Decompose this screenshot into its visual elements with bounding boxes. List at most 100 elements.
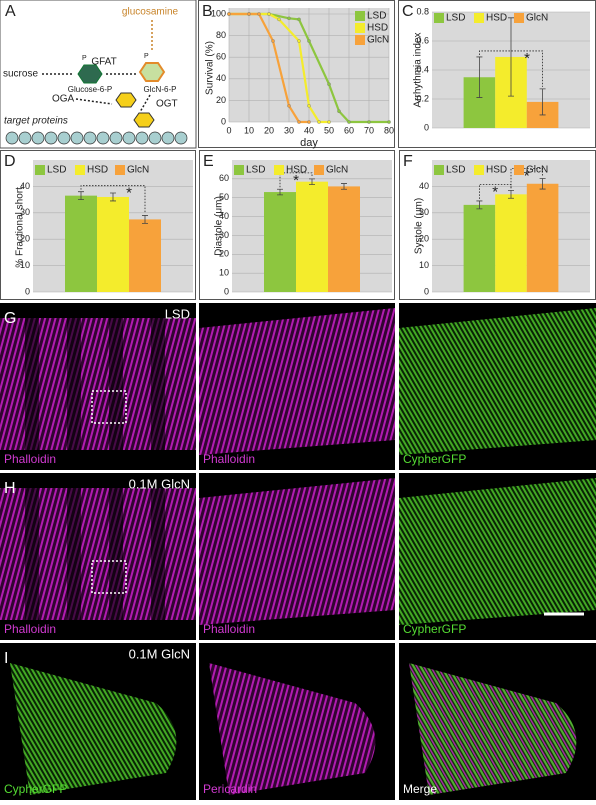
legend-label: HSD (486, 165, 507, 176)
point (307, 120, 311, 124)
micrograph: CypherGFP I 0.1M GlcN (0, 643, 196, 800)
glucosamine: glucosamine (122, 7, 179, 18)
legend-swatch (434, 165, 444, 175)
significance-star: * (126, 185, 132, 202)
protein (44, 131, 58, 145)
ogt: OGT (156, 99, 178, 110)
y-axis-label: Survival (%) (205, 41, 216, 95)
legend-label: GlcN (367, 35, 389, 46)
point (227, 12, 231, 16)
error-bar (309, 178, 315, 185)
protein (70, 131, 84, 145)
y-tick-label: 30 (219, 230, 229, 240)
y-axis-label: % Fractional short. (15, 184, 26, 267)
y-tick-label: 0 (25, 286, 30, 296)
micrograph: CypherGFP (399, 473, 596, 640)
chart: C 0 0.2 0.4 0.6 0.8 Arrhythmia index * LSD HSD Glc… (398, 0, 596, 148)
legend-swatch (274, 165, 284, 175)
y-tick-label: 0 (424, 122, 429, 132)
y-axis-label: Systole (μm) (414, 198, 425, 254)
y-tick-label: 10 (20, 260, 30, 270)
protein (122, 131, 136, 145)
significance-bracket (479, 50, 543, 87)
point (327, 82, 331, 86)
micrograph: Phalloidin (199, 473, 395, 640)
panel-label: A (5, 3, 16, 20)
bar (328, 186, 360, 292)
dark-band (109, 481, 123, 628)
legend-label: HSD (367, 23, 388, 34)
protein (18, 131, 32, 145)
condition-label: LSD (165, 306, 190, 321)
y-tick-label: 0 (224, 286, 229, 296)
significance-bracket (510, 168, 543, 189)
protein (109, 131, 123, 145)
significance-star: * (524, 167, 530, 184)
significance-star: * (524, 50, 530, 67)
dark-band (67, 481, 81, 628)
legend-label: LSD (47, 165, 66, 176)
x-tick-label: 60 (344, 125, 354, 135)
point (347, 120, 351, 124)
panel-label: G (4, 310, 16, 327)
point (307, 104, 311, 108)
x-tick-label: 70 (364, 125, 374, 135)
chart: D 0 10 20 30 40% Fractional short. * LSD HSD GlcN (0, 150, 196, 300)
legend-swatch (115, 165, 125, 175)
y-tick-label: 80 (216, 30, 226, 40)
point (247, 12, 251, 16)
error-bar (341, 183, 347, 190)
error-bar (508, 189, 514, 199)
chart: E 0 10 20 30 40 50 60 Diastole (μm) * LSD HSD GlcN (199, 150, 395, 300)
error-bar (508, 17, 514, 97)
sucrose: sucrose (3, 69, 38, 80)
condition-label: 0.1M GlcN (129, 476, 190, 491)
error-bar (539, 88, 546, 116)
significance-bracket (80, 185, 146, 214)
x-axis-label: day (300, 137, 318, 149)
y-tick-label: 60 (219, 173, 229, 183)
tissue (399, 478, 596, 625)
micrograph: Merge (399, 643, 596, 800)
legend-swatch (355, 11, 365, 21)
y-tick-label: 0.8 (416, 6, 429, 16)
dark-band (25, 311, 39, 458)
protein (161, 131, 175, 145)
panel-label: B (202, 3, 213, 20)
pathway-diagram: A glucosamine sucrose P Glucose-6-P GFAT… (0, 0, 197, 149)
significance-star: * (492, 183, 498, 200)
point (307, 39, 311, 43)
bar (296, 181, 328, 292)
zoom-box (91, 390, 127, 424)
channel-label: Pericardin (203, 782, 257, 796)
tissue (199, 478, 395, 625)
dark-band (151, 311, 165, 458)
error-bar (142, 215, 148, 224)
dark-band (109, 311, 123, 458)
legend-swatch (474, 165, 484, 175)
channel-label: Merge (403, 782, 437, 796)
protein (83, 131, 97, 145)
significance-bracket (479, 183, 512, 199)
point (337, 109, 341, 113)
panel-label: D (4, 153, 16, 170)
legend-label: HSD (486, 13, 507, 24)
error-bar (110, 192, 116, 202)
protein (5, 131, 19, 145)
tissue (0, 488, 196, 620)
dark-band (151, 481, 165, 628)
point (277, 17, 281, 22)
y-tick-label: 0 (221, 116, 226, 126)
hexagon (115, 92, 137, 108)
point (367, 120, 371, 124)
point (257, 12, 261, 16)
protein (174, 131, 188, 145)
chart: B 0 20 40 60 80 100 Survival (%) 0 10 20 30 40 50 60 70… (198, 0, 395, 149)
phospho: P (82, 55, 87, 62)
point (297, 120, 301, 124)
tissue (0, 318, 196, 450)
legend-swatch (355, 35, 365, 45)
y-tick-label: 20 (216, 95, 226, 105)
x-tick-label: 40 (304, 125, 314, 135)
